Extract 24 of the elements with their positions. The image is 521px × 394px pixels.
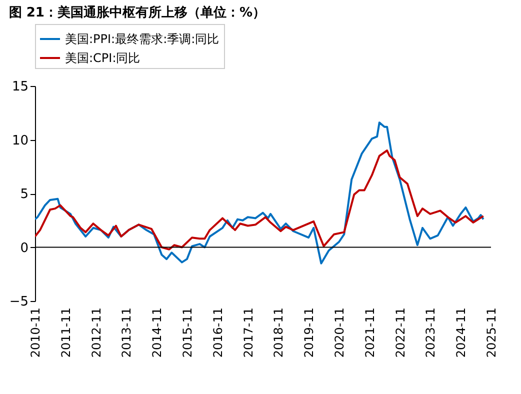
- x-tick-label: 2023-11: [424, 308, 438, 358]
- x-tick-label: 2021-11: [362, 308, 377, 358]
- legend-label: 美国:CPI:同比: [65, 51, 140, 65]
- x-tick-label: 2018-11: [272, 308, 286, 358]
- y-tick-label: −5: [9, 294, 28, 310]
- y-tick-label: 15: [12, 80, 28, 94]
- y-tick-label: 10: [12, 133, 28, 148]
- y-tick-label: 5: [20, 187, 28, 202]
- x-tick-label: 2011-11: [58, 308, 73, 358]
- chart-title: 图 21：美国通胀中枢有所上移（单位：%）: [8, 4, 266, 20]
- x-tick-label: 2012-11: [89, 308, 104, 358]
- y-tick-label: 0: [20, 240, 28, 256]
- x-tick-label: 2025-11: [484, 308, 498, 358]
- x-tick-label: 2013-11: [120, 308, 134, 358]
- x-tick-label: 2014-11: [150, 308, 164, 358]
- x-tick-label: 2020-11: [332, 308, 347, 358]
- x-tick-label: 2019-11: [302, 308, 316, 358]
- x-tick-label: 2017-11: [241, 308, 256, 358]
- x-tick-label: 2010-11: [28, 308, 42, 358]
- legend-label: 美国:PPI:最终需求:季调:同比: [65, 32, 220, 46]
- x-tick-label: 2022-11: [393, 308, 408, 358]
- x-tick-label: 2024-11: [454, 308, 468, 358]
- x-tick-label: 2015-11: [180, 308, 194, 358]
- x-tick-label: 2016-11: [210, 308, 225, 358]
